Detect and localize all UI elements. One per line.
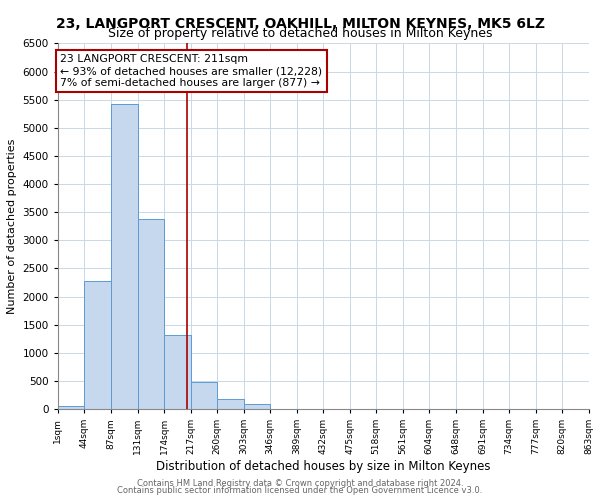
- Bar: [84, 281, 111, 409]
- Bar: [164, 336, 191, 409]
- Bar: [111, 104, 138, 409]
- Text: Contains HM Land Registry data © Crown copyright and database right 2024.: Contains HM Land Registry data © Crown c…: [137, 478, 463, 488]
- Text: 23, LANGPORT CRESCENT, OAKHILL, MILTON KEYNES, MK5 6LZ: 23, LANGPORT CRESCENT, OAKHILL, MILTON K…: [56, 18, 545, 32]
- Bar: [138, 219, 164, 409]
- Bar: [244, 404, 270, 409]
- Bar: [217, 398, 244, 409]
- Text: Contains public sector information licensed under the Open Government Licence v3: Contains public sector information licen…: [118, 486, 482, 495]
- Text: Size of property relative to detached houses in Milton Keynes: Size of property relative to detached ho…: [108, 28, 492, 40]
- Bar: [191, 382, 217, 409]
- Y-axis label: Number of detached properties: Number of detached properties: [7, 138, 17, 314]
- X-axis label: Distribution of detached houses by size in Milton Keynes: Distribution of detached houses by size …: [156, 460, 490, 473]
- Text: 23 LANGPORT CRESCENT: 211sqm
← 93% of detached houses are smaller (12,228)
7% of: 23 LANGPORT CRESCENT: 211sqm ← 93% of de…: [61, 54, 323, 88]
- Bar: [58, 406, 84, 409]
